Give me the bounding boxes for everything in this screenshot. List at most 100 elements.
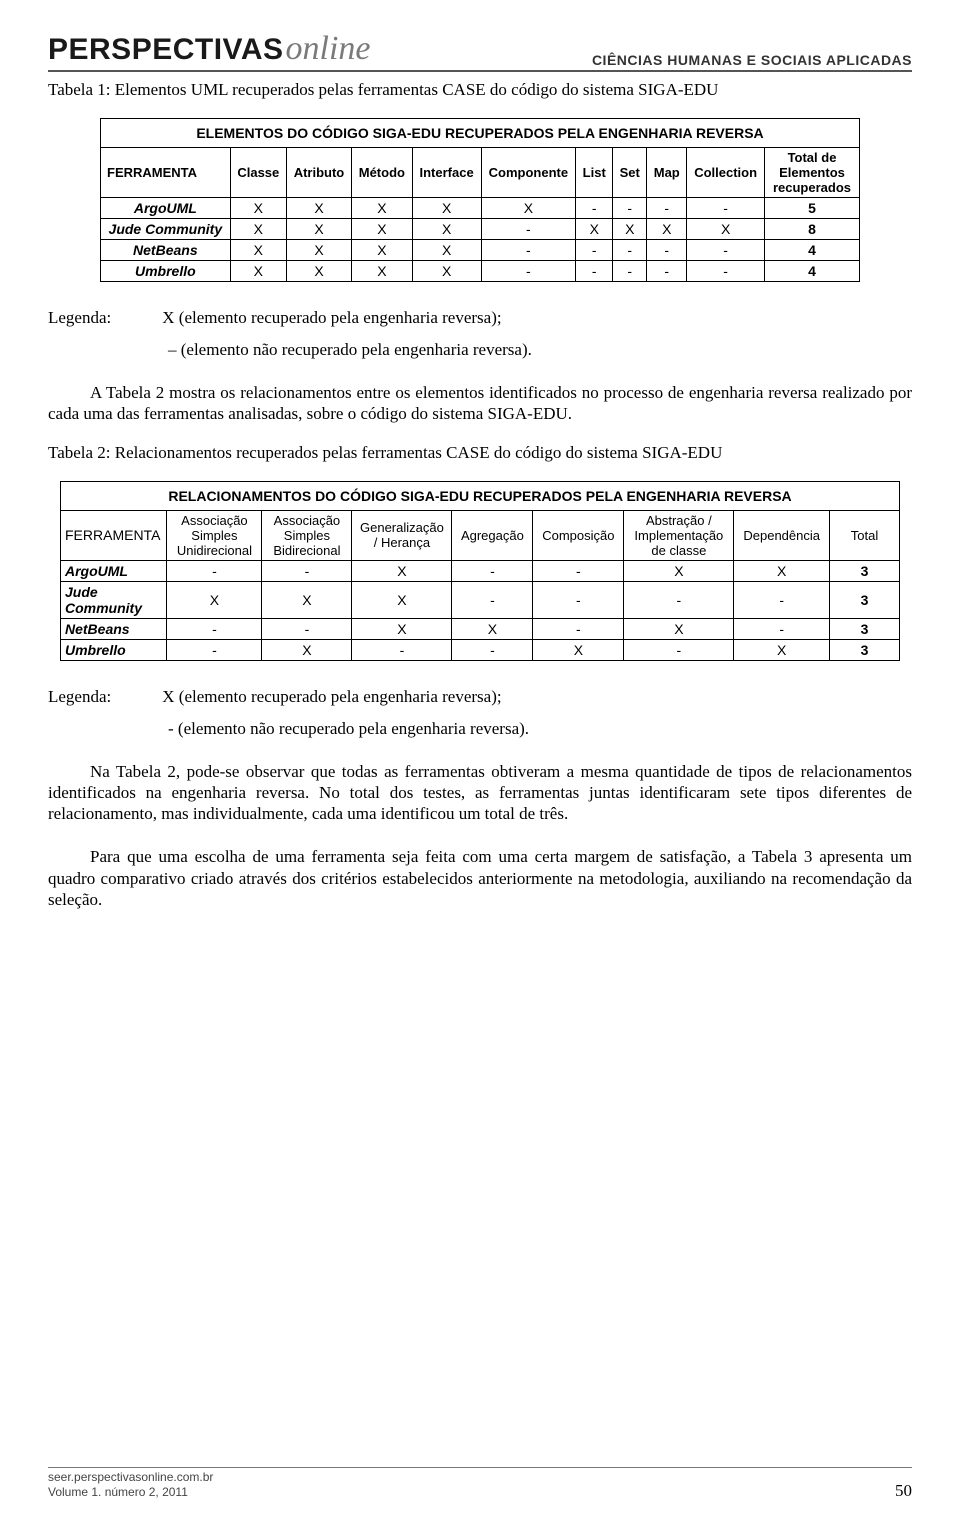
legend2-line2: - (elemento não recuperado pela engenhar… (168, 719, 912, 739)
data-cell: X (412, 198, 481, 219)
data-cell: - (734, 618, 830, 639)
data-cell: - (452, 639, 533, 660)
data-cell: X (230, 198, 286, 219)
data-cell: 3 (830, 581, 900, 618)
table-row: NetBeans--XX-X-3 (61, 618, 900, 639)
th-list: List (576, 148, 613, 198)
tool-cell: Jude Community (101, 219, 231, 240)
data-cell: - (452, 560, 533, 581)
data-cell: - (624, 639, 734, 660)
data-cell: 3 (830, 618, 900, 639)
data-cell: X (734, 560, 830, 581)
table2-caption: Tabela 2: Relacionamentos recuperados pe… (48, 443, 912, 463)
table-1: ELEMENTOS DO CÓDIGO SIGA-EDU RECUPERADOS… (100, 118, 860, 282)
data-cell: X (734, 639, 830, 660)
th2-ferramenta: FERRAMENTA (61, 510, 167, 560)
paragraph-3: Para que uma escolha de uma ferramenta s… (48, 846, 912, 910)
table1-caption: Tabela 1: Elementos UML recuperados pela… (48, 80, 912, 100)
legend1-label: Legenda: (48, 308, 158, 328)
data-cell: - (687, 240, 765, 261)
data-cell: 8 (765, 219, 860, 240)
data-cell: - (613, 240, 647, 261)
table2-title: RELACIONAMENTOS DO CÓDIGO SIGA-EDU RECUP… (61, 481, 900, 510)
th2-total: Total (830, 510, 900, 560)
th-metodo: Método (352, 148, 413, 198)
data-cell: X (352, 261, 413, 282)
data-cell: X (230, 240, 286, 261)
data-cell: 3 (830, 639, 900, 660)
data-cell: - (452, 581, 533, 618)
data-cell: X (230, 261, 286, 282)
data-cell: - (533, 618, 624, 639)
data-cell: - (481, 261, 576, 282)
footer-url: seer.perspectivasonline.com.br (48, 1470, 213, 1486)
journal-logo: PERSPECTIVAS online (48, 30, 370, 68)
footer-issue: Volume 1. número 2, 2011 (48, 1485, 213, 1501)
data-cell: - (533, 581, 624, 618)
data-cell: X (481, 198, 576, 219)
data-cell: X (352, 198, 413, 219)
data-cell: 5 (765, 198, 860, 219)
data-cell: X (412, 261, 481, 282)
tool-cell: Jude Community (61, 581, 167, 618)
data-cell: X (576, 219, 613, 240)
data-cell: - (167, 560, 262, 581)
page-footer: seer.perspectivasonline.com.br Volume 1.… (48, 1467, 912, 1501)
data-cell: X (352, 240, 413, 261)
legend2-label: Legenda: (48, 687, 158, 707)
legend1: Legenda: X (elemento recuperado pela eng… (48, 308, 912, 328)
journal-section: CIÊNCIAS HUMANAS E SOCIAIS APLICADAS (592, 52, 912, 68)
data-cell: X (286, 198, 351, 219)
data-cell: X (167, 581, 262, 618)
tool-cell: Umbrello (101, 261, 231, 282)
tool-cell: NetBeans (101, 240, 231, 261)
data-cell: - (687, 198, 765, 219)
data-cell: X (533, 639, 624, 660)
th-classe: Classe (230, 148, 286, 198)
data-cell: X (613, 219, 647, 240)
th2-assoc-uni: Associação Simples Unidirecional (167, 510, 262, 560)
th-atributo: Atributo (286, 148, 351, 198)
data-cell: - (647, 240, 687, 261)
data-cell: - (352, 639, 452, 660)
tool-cell: NetBeans (61, 618, 167, 639)
legend2-line1: X (elemento recuperado pela engenharia r… (162, 687, 501, 706)
logo-script: online (286, 30, 371, 68)
table-row: NetBeansXXXX-----4 (101, 240, 860, 261)
data-cell: - (687, 261, 765, 282)
data-cell: X (452, 618, 533, 639)
data-cell: 3 (830, 560, 900, 581)
logo-main: PERSPECTIVAS (48, 33, 284, 67)
data-cell: X (286, 219, 351, 240)
table-row: ArgoUML--X--XX3 (61, 560, 900, 581)
data-cell: X (687, 219, 765, 240)
table1-title: ELEMENTOS DO CÓDIGO SIGA-EDU RECUPERADOS… (101, 119, 860, 148)
paragraph-2: Na Tabela 2, pode-se observar que todas … (48, 761, 912, 825)
table-row: Jude CommunityXXX----3 (61, 581, 900, 618)
data-cell: X (230, 219, 286, 240)
data-cell: - (576, 240, 613, 261)
th2-assoc-bi: Associação Simples Bidirecional (262, 510, 352, 560)
data-cell: - (613, 261, 647, 282)
table2-header-row: FERRAMENTA Associação Simples Unidirecio… (61, 510, 900, 560)
th-map: Map (647, 148, 687, 198)
th-interface: Interface (412, 148, 481, 198)
data-cell: - (576, 198, 613, 219)
data-cell: X (352, 581, 452, 618)
data-cell: - (734, 581, 830, 618)
data-cell: X (352, 560, 452, 581)
data-cell: - (647, 198, 687, 219)
legend2: Legenda: X (elemento recuperado pela eng… (48, 687, 912, 707)
table-row: ArgoUMLXXXXX----5 (101, 198, 860, 219)
data-cell: - (481, 240, 576, 261)
page-header: PERSPECTIVAS online CIÊNCIAS HUMANAS E S… (48, 30, 912, 72)
tool-cell: ArgoUML (101, 198, 231, 219)
legend1-line2: – (elemento não recuperado pela engenhar… (168, 340, 912, 360)
th2-dependencia: Dependência (734, 510, 830, 560)
th-ferramenta: FERRAMENTA (101, 148, 231, 198)
th2-composicao: Composição (533, 510, 624, 560)
data-cell: - (262, 618, 352, 639)
th2-abstracao: Abstração / Implementação de classe (624, 510, 734, 560)
data-cell: - (481, 219, 576, 240)
page-number: 50 (895, 1481, 912, 1501)
